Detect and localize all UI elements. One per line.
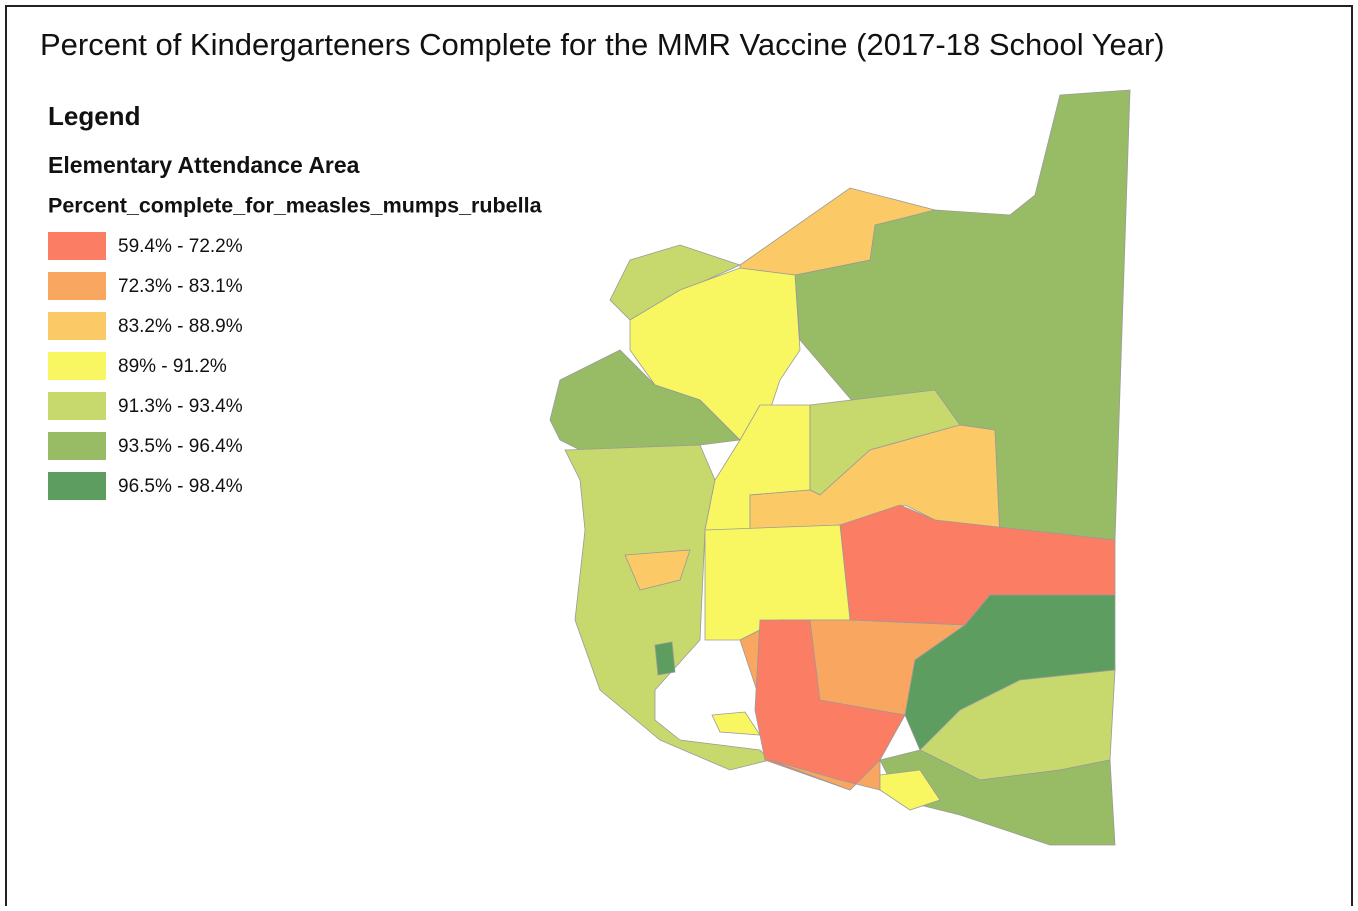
legend-label: 91.3% - 93.4% [118, 396, 243, 417]
legend-layer: Elementary Attendance Area [48, 152, 360, 178]
region [749, 424, 1001, 541]
legend-label: 89% - 91.2% [118, 356, 227, 377]
region [549, 349, 741, 451]
region [879, 769, 941, 811]
legend-label: 59.4% - 72.2% [118, 236, 243, 257]
legend-label: 96.5% - 98.4% [118, 476, 243, 497]
legend-swatch [48, 352, 106, 380]
region [624, 549, 691, 591]
legend-heading: Legend [48, 101, 140, 131]
legend-swatch [48, 232, 106, 260]
legend-swatch [48, 312, 106, 340]
legend-swatch [48, 472, 106, 500]
legend-label: 83.2% - 88.9% [118, 316, 243, 337]
legend-label: 93.5% - 96.4% [118, 436, 243, 457]
legend-swatch [48, 272, 106, 300]
legend-swatch [48, 392, 106, 420]
legend-field: Percent_complete_for_measles_mumps_rubel… [48, 194, 543, 218]
map-title: Percent of Kindergarteners Complete for … [40, 27, 1165, 62]
region [711, 711, 761, 736]
map-regions [549, 89, 1131, 846]
legend-swatch [48, 432, 106, 460]
frame-border [5, 5, 1353, 911]
legend-items: 59.4% - 72.2% 72.3% - 83.1% 83.2% - 88.9% 8… [48, 232, 243, 500]
region [654, 641, 676, 676]
legend-label: 72.3% - 83.1% [118, 276, 243, 297]
